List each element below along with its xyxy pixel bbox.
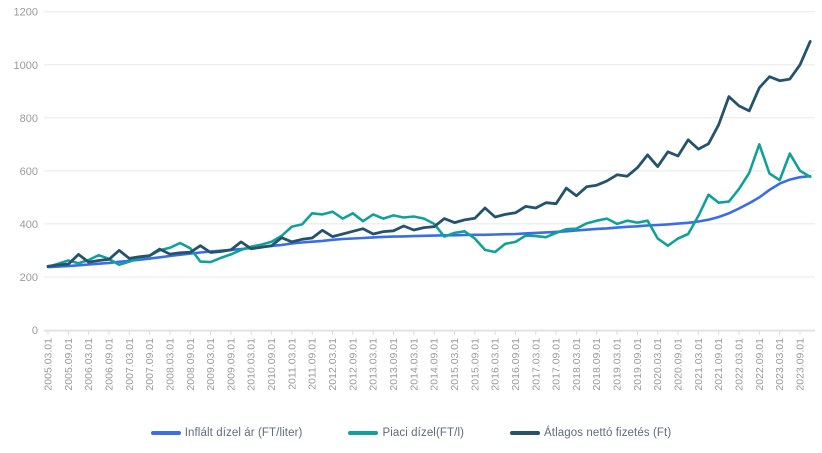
x-tick-label: 2008.03.01 bbox=[164, 338, 176, 391]
x-tick-label: 2011.03.01 bbox=[286, 338, 298, 390]
x-tick-label: 2019.09.01 bbox=[632, 338, 644, 391]
legend-swatch-inflated-diesel bbox=[150, 431, 181, 435]
x-tick-label: 2005.03.01 bbox=[43, 338, 55, 391]
x-tick-label: 2012.09.01 bbox=[347, 338, 359, 391]
x-tick-label: 2017.03.01 bbox=[530, 338, 542, 391]
series-line-2 bbox=[46, 40, 812, 268]
x-tick-label: 2021.09.01 bbox=[713, 338, 725, 391]
x-tick-label: 2023.09.01 bbox=[794, 338, 806, 391]
x-tick-label: 2009.09.01 bbox=[225, 338, 237, 391]
legend-swatch-market-diesel bbox=[348, 431, 379, 435]
x-tick-label: 2009.03.01 bbox=[205, 338, 217, 391]
x-tick-label: 2018.09.01 bbox=[591, 338, 603, 391]
x-tick-label: 2015.03.01 bbox=[449, 338, 461, 391]
x-tick-label: 2005.09.01 bbox=[63, 338, 75, 391]
x-tick-label: 2010.09.01 bbox=[266, 338, 278, 391]
legend-item-market-diesel[interactable]: Piaci dízel(FT/l) bbox=[348, 427, 464, 439]
x-tick-label: 2008.09.01 bbox=[185, 338, 197, 391]
legend-label-market-diesel: Piaci dízel(FT/l) bbox=[382, 427, 465, 439]
y-tick-label: 0 bbox=[32, 325, 38, 337]
y-tick-label: 1200 bbox=[14, 7, 38, 19]
series-line-0 bbox=[46, 174, 812, 269]
legend-item-inflated-diesel[interactable]: Inflált dízel ár (FT/liter) bbox=[150, 427, 303, 439]
x-tick-label: 2014.09.01 bbox=[429, 338, 441, 391]
x-tick-label: 2006.03.01 bbox=[83, 338, 95, 391]
series-line-1 bbox=[46, 143, 812, 269]
x-tick-label: 2010.03.01 bbox=[246, 338, 258, 391]
x-tick-label: 2015.09.01 bbox=[469, 338, 481, 391]
x-tick-label: 2016.09.01 bbox=[510, 338, 522, 391]
y-tick-label: 600 bbox=[20, 166, 38, 178]
x-tick-label: 2011.09.01 bbox=[307, 338, 319, 390]
y-tick-label: 200 bbox=[20, 272, 38, 284]
x-tick-label: 2012.03.01 bbox=[327, 338, 339, 391]
x-tick-label: 2013.09.01 bbox=[388, 338, 400, 391]
x-tick-label: 2007.09.01 bbox=[144, 338, 156, 391]
y-tick-label: 400 bbox=[20, 219, 38, 231]
x-tick-label: 2006.09.01 bbox=[103, 338, 115, 391]
x-tick-label: 2020.03.01 bbox=[652, 338, 664, 391]
y-tick-label: 1000 bbox=[14, 60, 38, 72]
x-tick-label: 2023.03.01 bbox=[774, 338, 786, 391]
x-tick-label: 2019.03.01 bbox=[612, 338, 624, 391]
legend-label-net-salary: Átlagos nettó fizetés (Ft) bbox=[544, 427, 672, 439]
x-tick-label: 2014.03.01 bbox=[408, 338, 420, 391]
x-tick-label: 2013.03.01 bbox=[368, 338, 380, 391]
legend-item-net-salary[interactable]: Átlagos nettó fizetés (Ft) bbox=[510, 427, 671, 439]
x-tick-label: 2021.03.01 bbox=[693, 338, 705, 391]
legend: Inflált dízel ár (FT/liter) Piaci dízel(… bbox=[0, 421, 822, 445]
x-tick-label: 2007.03.01 bbox=[124, 338, 136, 391]
y-tick-label: 800 bbox=[20, 113, 38, 125]
x-tick-label: 2018.03.01 bbox=[571, 338, 583, 391]
legend-label-inflated-diesel: Inflált dízel ár (FT/liter) bbox=[184, 427, 303, 439]
x-tick-label: 2022.03.01 bbox=[734, 338, 746, 391]
x-tick-label: 2022.09.01 bbox=[754, 338, 766, 391]
x-tick-label: 2017.09.01 bbox=[551, 338, 563, 391]
x-tick-label: 2020.09.01 bbox=[673, 338, 685, 391]
x-tick-label: 2016.03.01 bbox=[490, 338, 502, 391]
legend-swatch-net-salary bbox=[510, 431, 541, 435]
